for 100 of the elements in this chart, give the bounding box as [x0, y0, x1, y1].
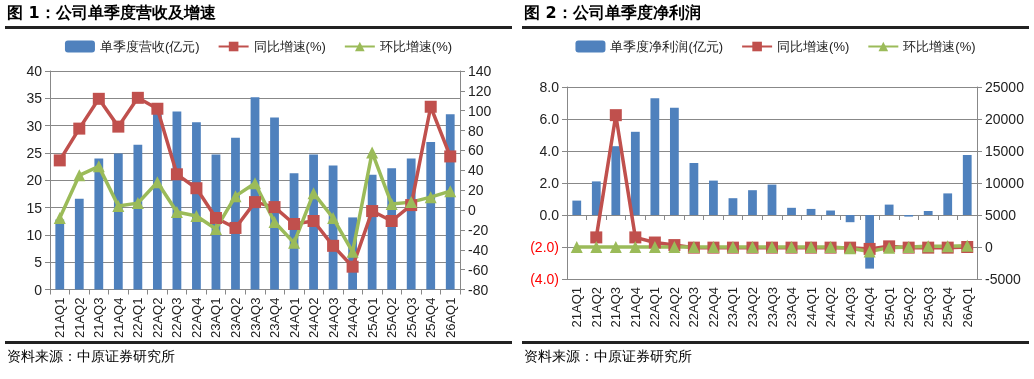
- point: [590, 231, 603, 244]
- bar: [748, 190, 757, 215]
- x-tick-label: 24AQ4: [862, 287, 878, 328]
- point: [92, 160, 105, 173]
- x-tick-label: 21AQ2: [588, 287, 604, 328]
- point: [366, 146, 379, 159]
- x-tick-label: 23AQ3: [764, 287, 780, 328]
- bar: [709, 180, 718, 215]
- point: [424, 100, 437, 113]
- x-tick-label: 25AQ3: [403, 297, 419, 339]
- x-tick-label: 21AQ1: [569, 287, 585, 328]
- point: [229, 221, 242, 234]
- chart-title: 图 2：公司单季度净利润: [522, 0, 1029, 29]
- x-tick-label: 23AQ4: [784, 287, 800, 328]
- point: [590, 241, 603, 253]
- x-tick-label: 24AQ1: [803, 287, 819, 328]
- bar: [669, 107, 679, 215]
- point: [112, 200, 125, 213]
- text: 资料来源：中原证券研究所: [522, 341, 1029, 366]
- point: [268, 201, 281, 214]
- y2-tick-label: -20: [468, 221, 489, 238]
- x-tick-label: 25AQ2: [384, 297, 400, 339]
- x-tick-label: 25AQ3: [920, 287, 936, 328]
- y-tick-label: 35: [26, 90, 43, 107]
- y2-tick-label: 100: [468, 102, 492, 119]
- point: [424, 191, 437, 204]
- x-tick-label: 22AQ1: [647, 287, 663, 328]
- x-tick-label: 24AQ4: [345, 297, 361, 339]
- x-tick-label: 26AQ1: [959, 287, 975, 328]
- y2-tick-label: 140: [468, 63, 492, 79]
- x-tick-label: 22AQ3: [169, 297, 185, 339]
- bar: [943, 193, 953, 215]
- x-tick-label: 22AQ2: [666, 287, 682, 328]
- bar: [689, 163, 699, 215]
- bar: [767, 184, 777, 215]
- y2-tick-label: -5000: [985, 271, 1022, 287]
- point: [307, 214, 320, 227]
- point: [249, 177, 261, 190]
- y2-tick-label: 20000: [985, 111, 1025, 127]
- point: [73, 122, 86, 135]
- x-tick-label: 22AQ3: [686, 287, 702, 328]
- point: [92, 92, 105, 105]
- y-tick-label: 40: [26, 63, 43, 79]
- point: [73, 169, 86, 182]
- point: [570, 241, 583, 253]
- y-tick-label: 2.0: [539, 175, 560, 191]
- y-tick-label: 6.0: [539, 111, 560, 127]
- bar: [923, 211, 933, 215]
- x-tick-label: 21AQ3: [608, 287, 624, 328]
- y2-tick-label: 15000: [985, 143, 1025, 159]
- x-tick-label: 22AQ1: [130, 297, 146, 339]
- x-tick-label: 21AQ1: [52, 297, 68, 339]
- point: [346, 260, 359, 273]
- y2-tick-label: 60: [468, 142, 484, 159]
- chart-title: 图 1：公司单季度营收及增速: [5, 0, 512, 29]
- point: [209, 222, 222, 235]
- bar: [55, 219, 65, 290]
- y-tick-label: (4.0): [530, 271, 559, 287]
- y2-tick-label: 20: [468, 182, 484, 199]
- x-tick-label: 24AQ1: [286, 297, 302, 339]
- point: [112, 120, 125, 133]
- bar: [74, 198, 84, 290]
- point: [53, 212, 66, 225]
- y2-tick-label: 0: [468, 202, 476, 219]
- bar: [884, 204, 894, 215]
- point: [444, 150, 457, 163]
- x-tick-label: 25AQ4: [940, 287, 956, 328]
- point: [53, 154, 66, 167]
- y2-tick-label: 0: [985, 239, 993, 255]
- point: [648, 241, 661, 253]
- bar: [806, 208, 816, 215]
- y-tick-label: 30: [26, 117, 43, 134]
- point: [190, 210, 203, 223]
- y-tick-label: 0: [34, 281, 43, 298]
- y2-tick-label: 10000: [985, 175, 1025, 191]
- x-tick-label: 21AQ2: [71, 297, 87, 339]
- point: [327, 212, 340, 225]
- legend-label: 单季度营收(亿元): [99, 39, 200, 54]
- legend-label: 环比增速(%): [379, 39, 453, 54]
- x-tick-label: 23AQ1: [725, 287, 741, 328]
- bar: [728, 198, 738, 215]
- text: 资料来源：中原证券研究所: [5, 341, 512, 366]
- y2-tick-label: 40: [468, 162, 484, 179]
- point: [229, 190, 242, 203]
- point: [327, 239, 340, 252]
- y-tick-label: 20: [26, 172, 43, 189]
- point: [307, 187, 320, 200]
- y2-tick-label: 5000: [985, 207, 1017, 223]
- y-tick-label: 25: [26, 144, 43, 161]
- point: [170, 206, 183, 219]
- point: [131, 197, 144, 210]
- bar: [591, 181, 601, 215]
- y-tick-label: 4.0: [539, 143, 560, 159]
- x-tick-label: 23AQ1: [208, 297, 224, 339]
- y2-tick-label: -80: [468, 281, 489, 298]
- bar: [826, 210, 835, 215]
- x-tick-label: 25AQ2: [901, 287, 917, 328]
- x-tick-label: 21AQ4: [627, 287, 643, 328]
- x-tick-label: 21AQ4: [110, 297, 126, 339]
- legend-label: 单季度净利润(亿元): [610, 39, 724, 54]
